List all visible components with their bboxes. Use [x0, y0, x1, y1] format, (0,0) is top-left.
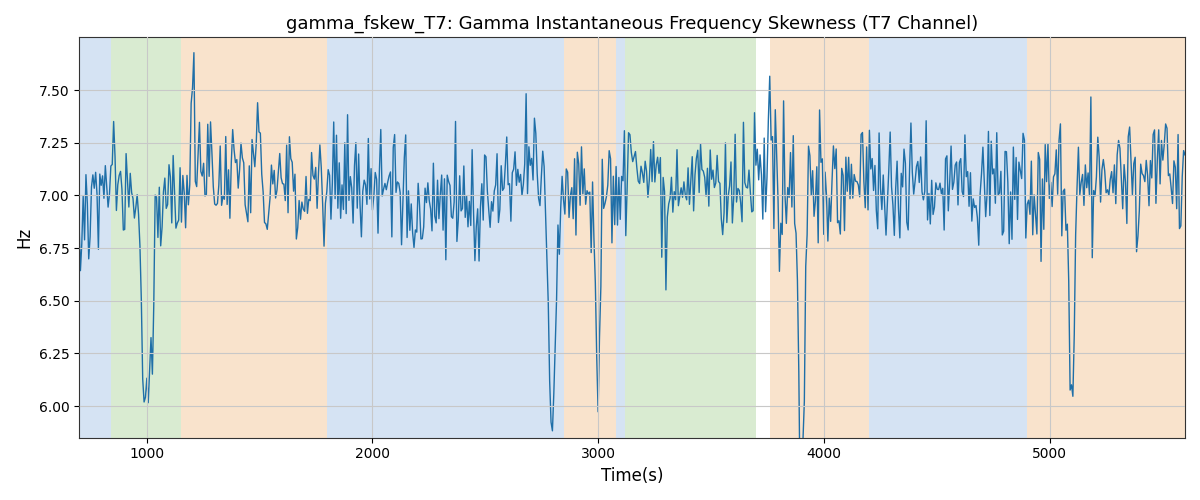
- Bar: [617, 38, 625, 438]
- Bar: [79, 38, 110, 438]
- Bar: [180, 38, 328, 438]
- Bar: [564, 38, 617, 438]
- Title: gamma_fskew_T7: Gamma Instantaneous Frequency Skewness (T7 Channel): gamma_fskew_T7: Gamma Instantaneous Freq…: [286, 15, 978, 34]
- Bar: [328, 38, 564, 438]
- X-axis label: Time(s): Time(s): [601, 467, 664, 485]
- Y-axis label: Hz: Hz: [14, 227, 32, 248]
- Bar: [110, 38, 180, 438]
- Bar: [756, 38, 769, 438]
- Bar: [1027, 38, 1186, 438]
- Bar: [625, 38, 756, 438]
- Bar: [869, 38, 1027, 438]
- Bar: [769, 38, 869, 438]
